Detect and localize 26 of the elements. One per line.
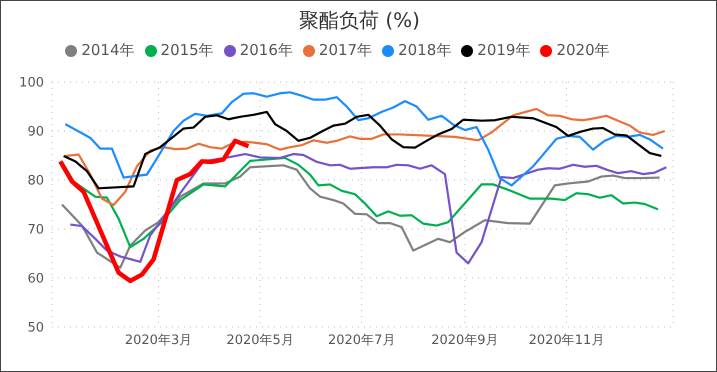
legend-label: 2018年 <box>398 41 452 59</box>
legend-label: 2017年 <box>318 41 372 59</box>
line-series <box>58 138 251 284</box>
line-series <box>60 164 661 269</box>
line-series <box>62 110 662 190</box>
x-tick-label: 2020年7月 <box>328 333 396 348</box>
legend-label: 2014年 <box>81 41 135 59</box>
line-series <box>64 108 666 206</box>
y-tick-label: 50 <box>27 320 44 336</box>
line-series <box>69 152 668 264</box>
y-tick-label: 100 <box>19 76 44 91</box>
y-tick-label: 60 <box>27 272 44 287</box>
line-series <box>64 91 664 186</box>
chart-title: 聚酯负荷 (%) <box>298 7 421 34</box>
line-series <box>60 156 660 248</box>
legend-label: 2020年 <box>556 41 610 59</box>
x-tick-label: 2020年11月 <box>528 333 604 348</box>
x-tick-label: 2020年9月 <box>431 333 499 348</box>
x-tick-label: 2020年5月 <box>226 333 294 348</box>
legend-label: 2019年 <box>477 41 530 59</box>
y-tick-label: 90 <box>27 124 44 140</box>
y-tick-label: 80 <box>27 174 44 189</box>
legend-label: 2016年 <box>240 41 293 59</box>
legend-label: 2015年 <box>160 41 214 59</box>
x-tick-label: 2020年3月 <box>124 333 192 348</box>
y-tick-label: 70 <box>27 222 44 238</box>
